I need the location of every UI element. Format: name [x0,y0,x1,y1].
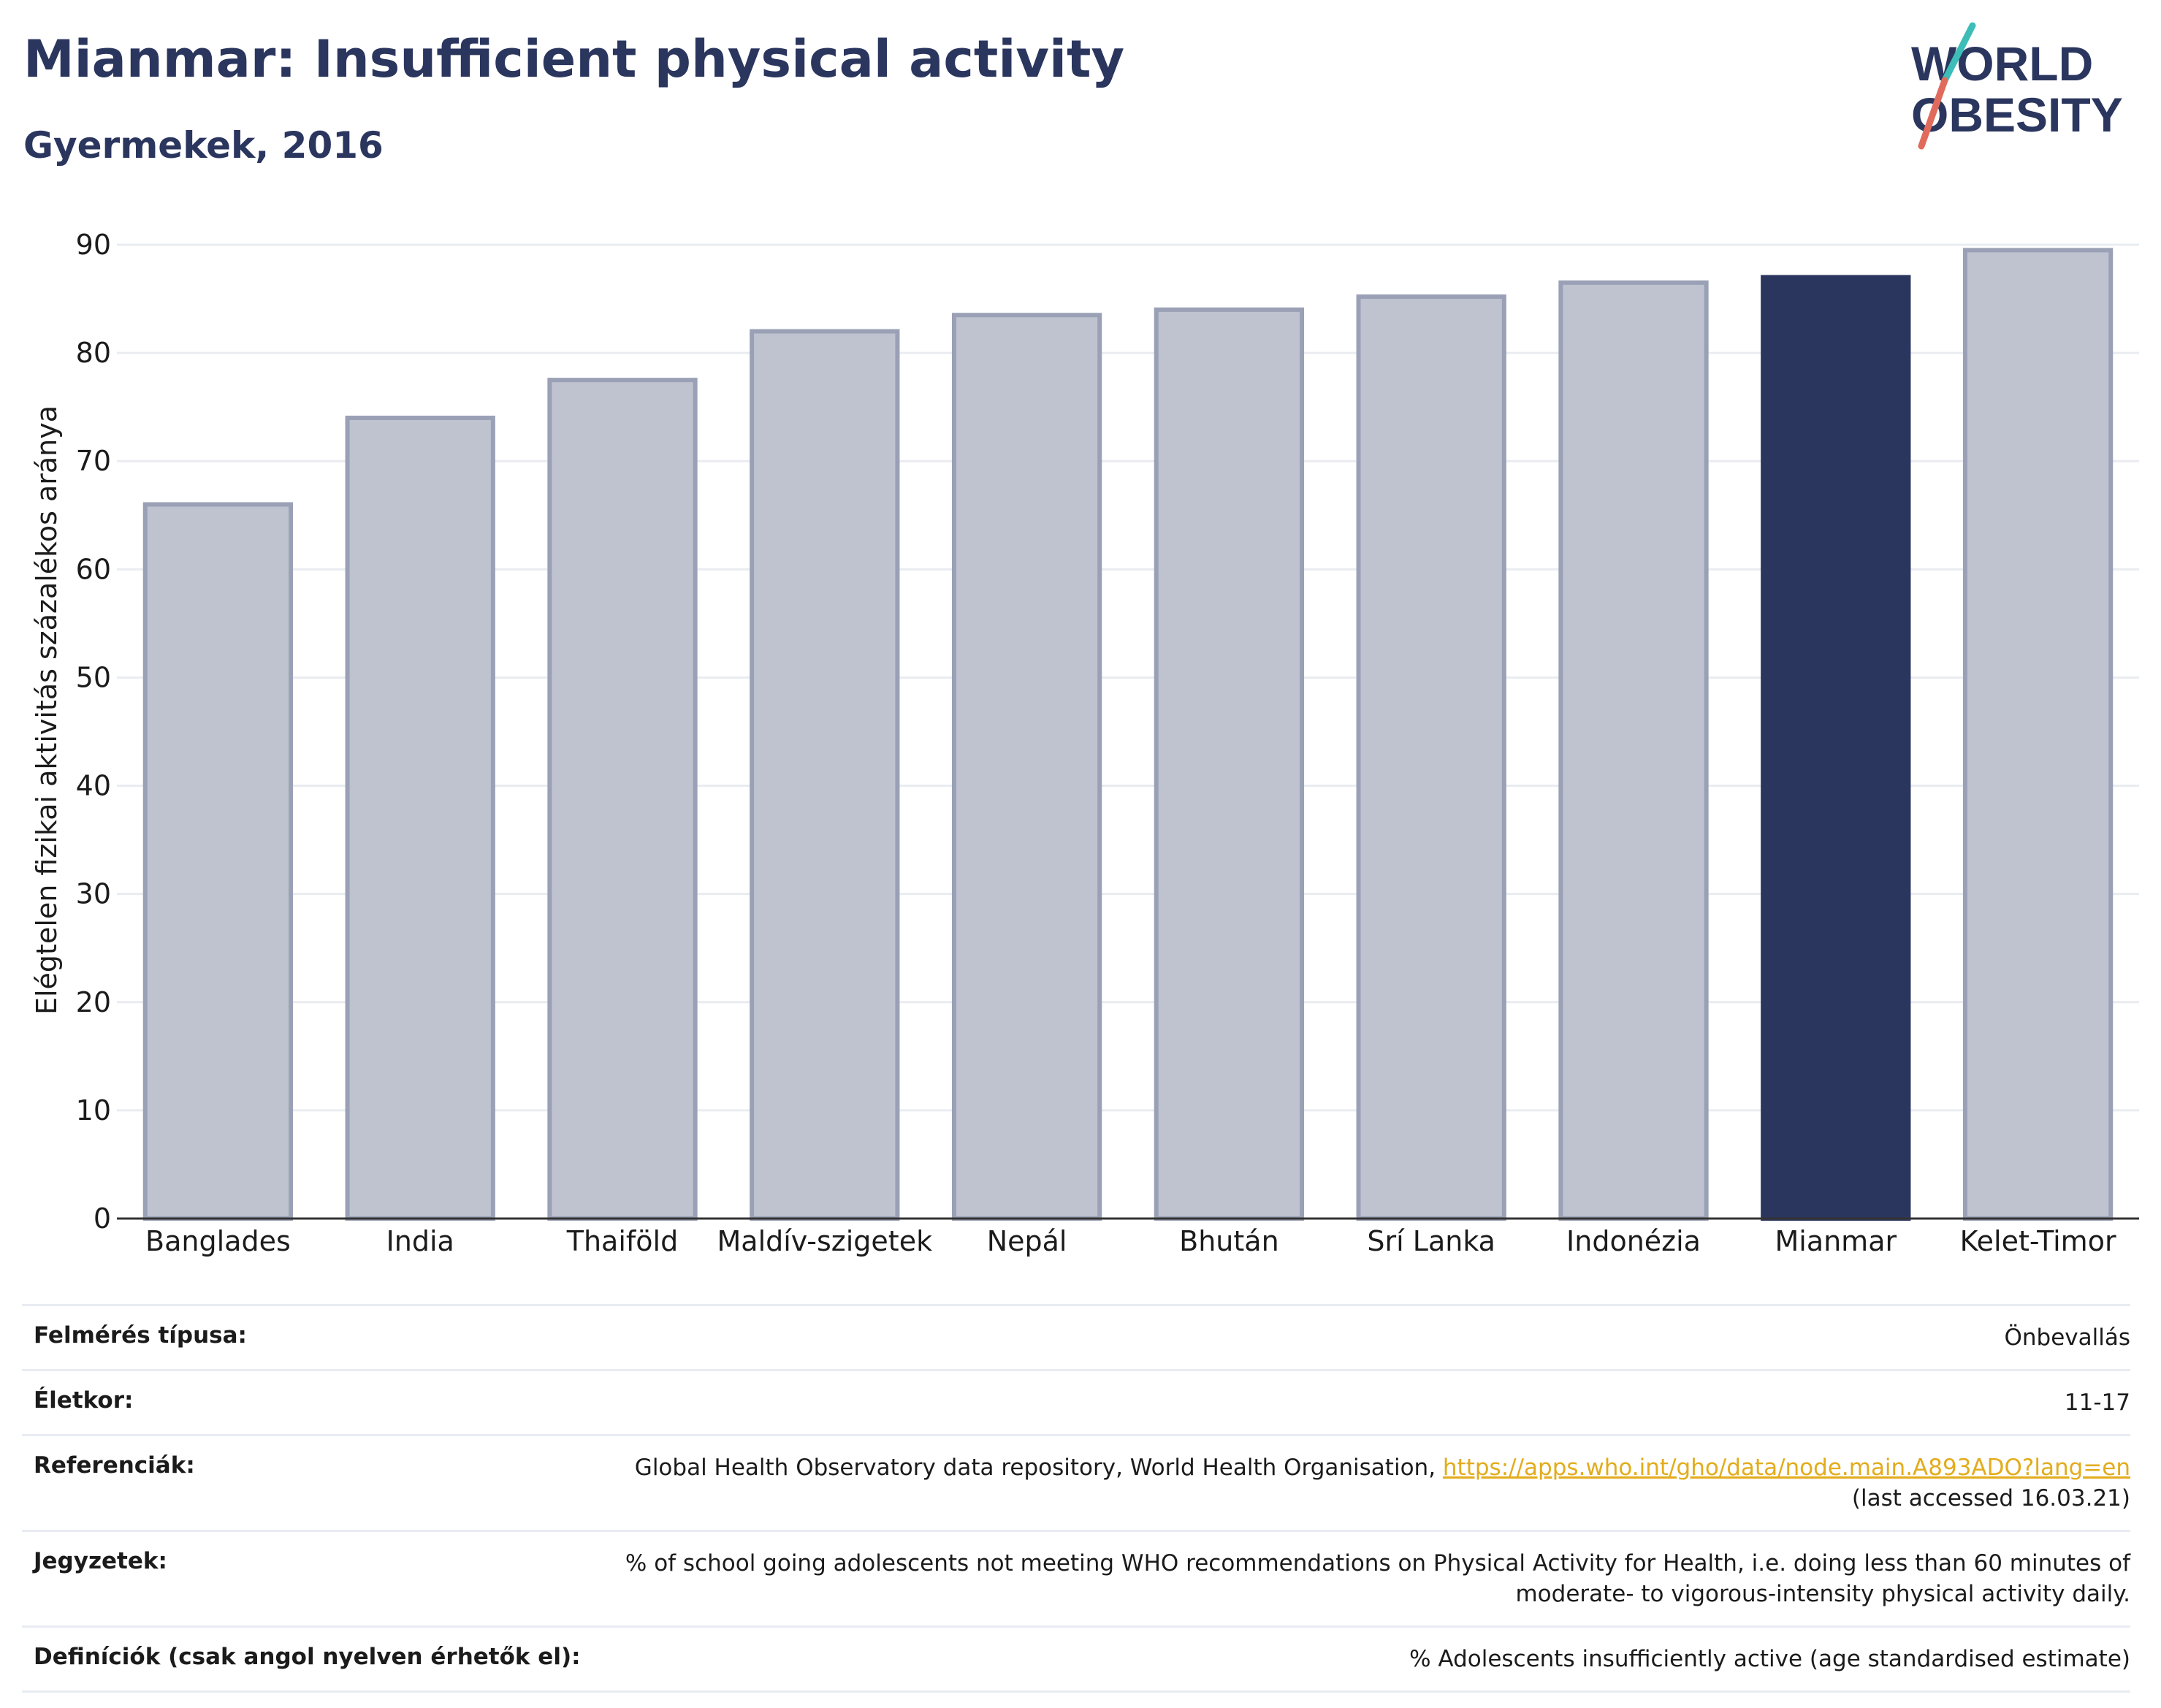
x-tick-label: Srí Lanka [1367,1225,1495,1257]
y-tick-label: 50 [76,661,111,693]
logo-slash-teal [1941,22,1976,84]
info-label: Felmérés típusa: [34,1322,247,1349]
info-label: Definíciók (csak angol nyelven érhetők e… [34,1644,581,1670]
info-value-references: Global Health Observatory data repositor… [635,1452,2130,1514]
bar [1558,280,1709,1221]
info-row-definitions: Definíciók (csak angol nyelven érhetők e… [22,1625,2130,1693]
bar [750,329,900,1221]
info-value: % Adolescents insufficiently active (age… [1409,1646,2130,1672]
y-tick-label: 70 [76,445,111,477]
info-value: % of school going adolescents not meetin… [625,1550,2130,1607]
x-tick-label: Maldív-szigetek [717,1225,933,1257]
y-axis-label: Elégtelen fizikai aktivitás százalékos a… [31,405,63,1015]
bar [951,313,1102,1221]
x-tick-label: Kelet-Timor [1960,1225,2116,1257]
logo-line1: WORLD [1911,37,2093,91]
y-tick-label: 90 [76,229,111,261]
bar [345,415,495,1221]
reference-accessed: (last accessed 16.03.21) [1851,1485,2130,1511]
bar [547,378,698,1221]
bar [1356,294,1506,1221]
logo-slash-red [1918,77,1948,150]
info-value: Önbevallás [2004,1324,2130,1351]
bar-chart: 0 10 20 30 40 50 60 70 80 90 Banglades India Thaiföl… [76,229,2139,1257]
x-tick-label: Mianmar [1775,1225,1897,1257]
logo-line2: OBESITY [1911,88,2123,142]
reference-text: Global Health Observatory data repositor… [634,1455,1443,1481]
info-row-age: Életkor: 11-17 [22,1369,2130,1434]
x-tick-label: Banglades [145,1225,291,1257]
x-tick-label: Thaiföld [566,1225,678,1257]
reference-link[interactable]: https://apps.who.int/gho/data/node.main.… [1442,1455,2130,1481]
y-tick-label: 60 [76,553,111,585]
info-label: Referenciák: [34,1452,195,1479]
world-obesity-logo: WORLD OBESITY [1911,22,2123,150]
x-tick-label: India [386,1225,454,1257]
y-tick-label: 10 [76,1094,111,1126]
bar-highlight [1761,275,1911,1221]
x-tick-label: Nepál [987,1225,1067,1257]
y-tick-label: 20 [76,986,111,1018]
axes: 0 10 20 30 40 50 60 70 80 90 Banglades India Thaiföl… [76,229,2139,1257]
bars [142,248,2114,1221]
info-label: Életkor: [34,1387,134,1414]
info-label: Jegyzetek: [34,1548,167,1574]
chart-title: Mianmar: Insufficient physical activity [23,29,1125,89]
info-table: Felmérés típusa: Önbevallás Életkor: 11-… [22,1304,2130,1693]
bar [1154,307,1305,1221]
chart-subtitle: Gyermekek, 2016 [23,124,384,167]
y-tick-label: 80 [76,337,111,369]
info-row-notes: Jegyzetek: % of school going adolescents… [22,1530,2130,1625]
info-row-references: Referenciák: Global Health Observatory d… [22,1434,2130,1530]
y-tick-label: 0 [94,1202,111,1235]
bar [142,502,294,1221]
info-value: 11-17 [2064,1389,2130,1416]
y-tick-label: 40 [76,770,111,802]
x-tick-label: Bhután [1179,1225,1279,1257]
info-row-survey-type: Felmérés típusa: Önbevallás [22,1304,2130,1369]
bar [1962,248,2114,1221]
x-tick-label: Indonézia [1566,1225,1701,1257]
y-tick-label: 30 [76,878,111,910]
